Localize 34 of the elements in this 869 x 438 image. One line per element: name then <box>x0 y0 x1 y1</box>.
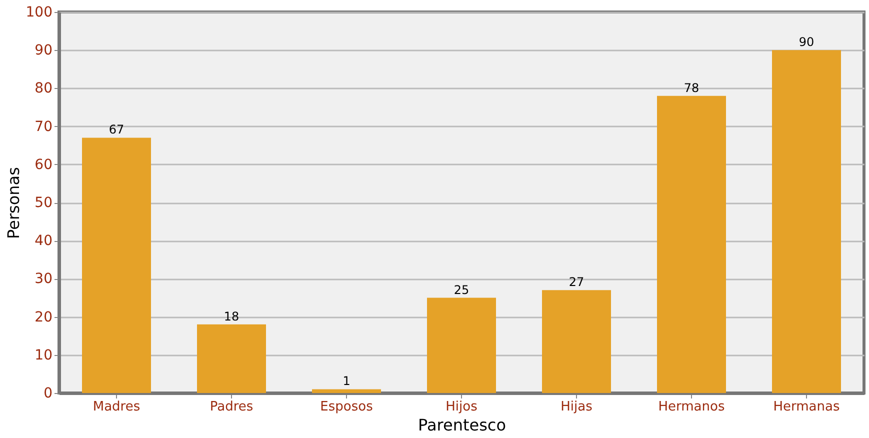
y-tick-label: 90 <box>34 42 52 59</box>
y-tick-label: 80 <box>34 80 52 97</box>
data-label: 27 <box>568 275 584 290</box>
bar <box>82 138 151 393</box>
bar <box>542 290 611 393</box>
bar <box>427 298 496 393</box>
y-tick-label: 20 <box>34 309 52 326</box>
data-label: 67 <box>108 122 124 137</box>
x-tick-label: Hermanos <box>658 400 725 414</box>
x-axis-title: Parentesco <box>418 416 506 434</box>
y-tick-label: 70 <box>34 118 52 135</box>
x-tick-label: Padres <box>210 400 254 414</box>
x-tick-label: Hijas <box>560 400 593 414</box>
data-label: 1 <box>342 374 350 388</box>
x-tick-label: Hijos <box>446 400 478 414</box>
y-tick-label: 100 <box>26 4 52 20</box>
y-axis-title: Personas <box>4 167 23 239</box>
data-label: 78 <box>684 80 700 95</box>
y-tick-label: 50 <box>34 195 52 211</box>
bar <box>772 50 841 393</box>
bar <box>197 324 266 393</box>
y-tick-label: 30 <box>34 271 52 288</box>
x-tick-label: Madres <box>92 400 140 414</box>
bar <box>657 96 726 393</box>
x-tick-label: Esposos <box>320 400 374 414</box>
y-tick-label: 40 <box>34 233 52 250</box>
data-label: 18 <box>224 309 240 324</box>
bar <box>312 389 381 393</box>
data-label: 90 <box>798 35 814 50</box>
data-label: 25 <box>454 282 470 297</box>
y-tick-label: 0 <box>44 386 52 402</box>
x-tick-label: Hermanas <box>773 400 840 414</box>
y-tick-label: 10 <box>34 347 52 364</box>
y-tick-label: 60 <box>34 156 52 173</box>
